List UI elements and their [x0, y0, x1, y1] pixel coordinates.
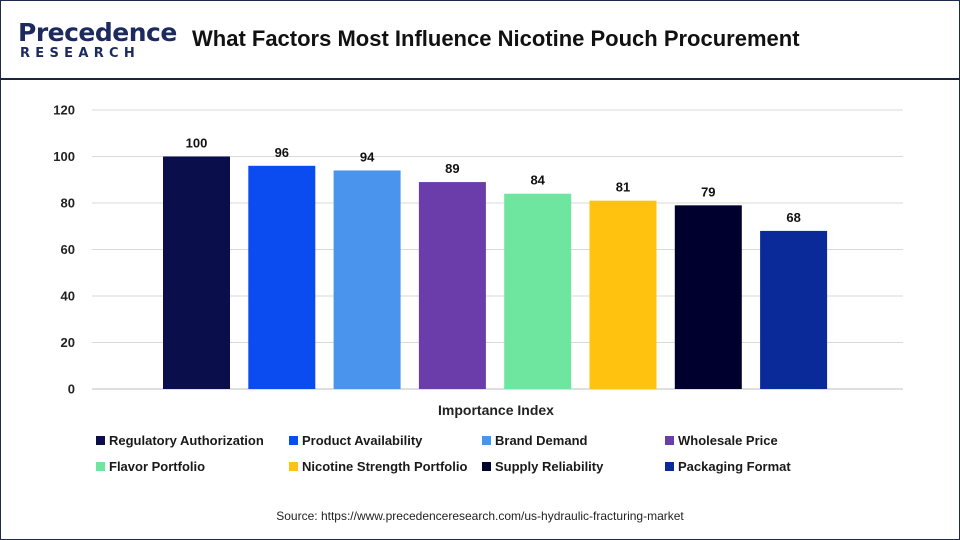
y-tick-label: 80 — [61, 196, 75, 211]
logo-bottom-text: RESEARCH — [20, 46, 141, 61]
legend-swatch — [289, 435, 298, 445]
legend-item: Flavor Portfolio — [96, 457, 205, 475]
y-tick-label: 120 — [53, 103, 75, 118]
y-tick-label: 20 — [61, 335, 75, 350]
legend-label: Nicotine Strength Portfolio — [302, 458, 468, 474]
data-label: 96 — [275, 145, 289, 160]
data-label: 94 — [360, 149, 375, 164]
legend-item: Supply Reliability — [482, 457, 603, 475]
legend-swatch — [482, 461, 491, 471]
legend-label: Supply Reliability — [495, 458, 604, 474]
legend-swatch — [665, 461, 674, 471]
legend-label: Regulatory Authorization — [109, 432, 264, 448]
bar — [504, 193, 572, 389]
legend-label: Wholesale Price — [678, 432, 778, 448]
legend-item: Nicotine Strength Portfolio — [289, 457, 467, 475]
legend-swatch — [482, 435, 491, 445]
legend-label: Brand Demand — [495, 432, 588, 448]
y-tick-label: 0 — [68, 382, 75, 397]
data-label: 89 — [445, 161, 459, 176]
bar — [248, 165, 316, 389]
data-label: 100 — [186, 136, 208, 151]
data-label: 84 — [530, 173, 545, 188]
brand-logo: Precedence RESEARCH — [16, 18, 177, 64]
legend-item: Product Availability — [289, 431, 422, 449]
data-label: 81 — [616, 180, 630, 195]
bar — [760, 230, 828, 389]
legend-label: Product Availability — [302, 432, 423, 448]
legend-item: Brand Demand — [482, 431, 587, 449]
bar-chart: 0 20 40 60 80 100 120 100 96 94 89 84 81 79 68 Importan… — [53, 103, 903, 418]
legend-swatch — [289, 461, 298, 471]
header: Precedence RESEARCH What Factors Most In… — [0, 0, 960, 80]
legend-swatch — [96, 435, 105, 445]
bar — [589, 200, 657, 389]
legend-label: Flavor Portfolio — [109, 458, 206, 474]
legend-swatch — [665, 435, 674, 445]
legend-item: Wholesale Price — [665, 431, 778, 449]
data-label: 79 — [701, 184, 715, 199]
legend-item: Packaging Format — [665, 457, 791, 475]
x-axis-label: Importance Index — [438, 402, 554, 418]
legend: Regulatory Authorization Product Availabi… — [96, 428, 936, 488]
y-tick-label: 40 — [61, 289, 75, 304]
bar — [333, 170, 401, 389]
source-note: Source: https://www.precedenceresearch.c… — [276, 509, 684, 523]
y-tick-label: 60 — [61, 242, 75, 257]
legend-item: Regulatory Authorization — [96, 431, 264, 449]
logo-top-text: Precedence — [18, 18, 177, 47]
bar — [163, 156, 230, 389]
y-tick-label: 100 — [53, 149, 75, 164]
bar — [674, 205, 742, 389]
legend-label: Packaging Format — [678, 458, 791, 474]
legend-swatch — [96, 461, 105, 471]
chart-title: What Factors Most Influence Nicotine Pou… — [192, 26, 800, 51]
bar — [418, 182, 486, 389]
data-label: 68 — [786, 210, 800, 225]
